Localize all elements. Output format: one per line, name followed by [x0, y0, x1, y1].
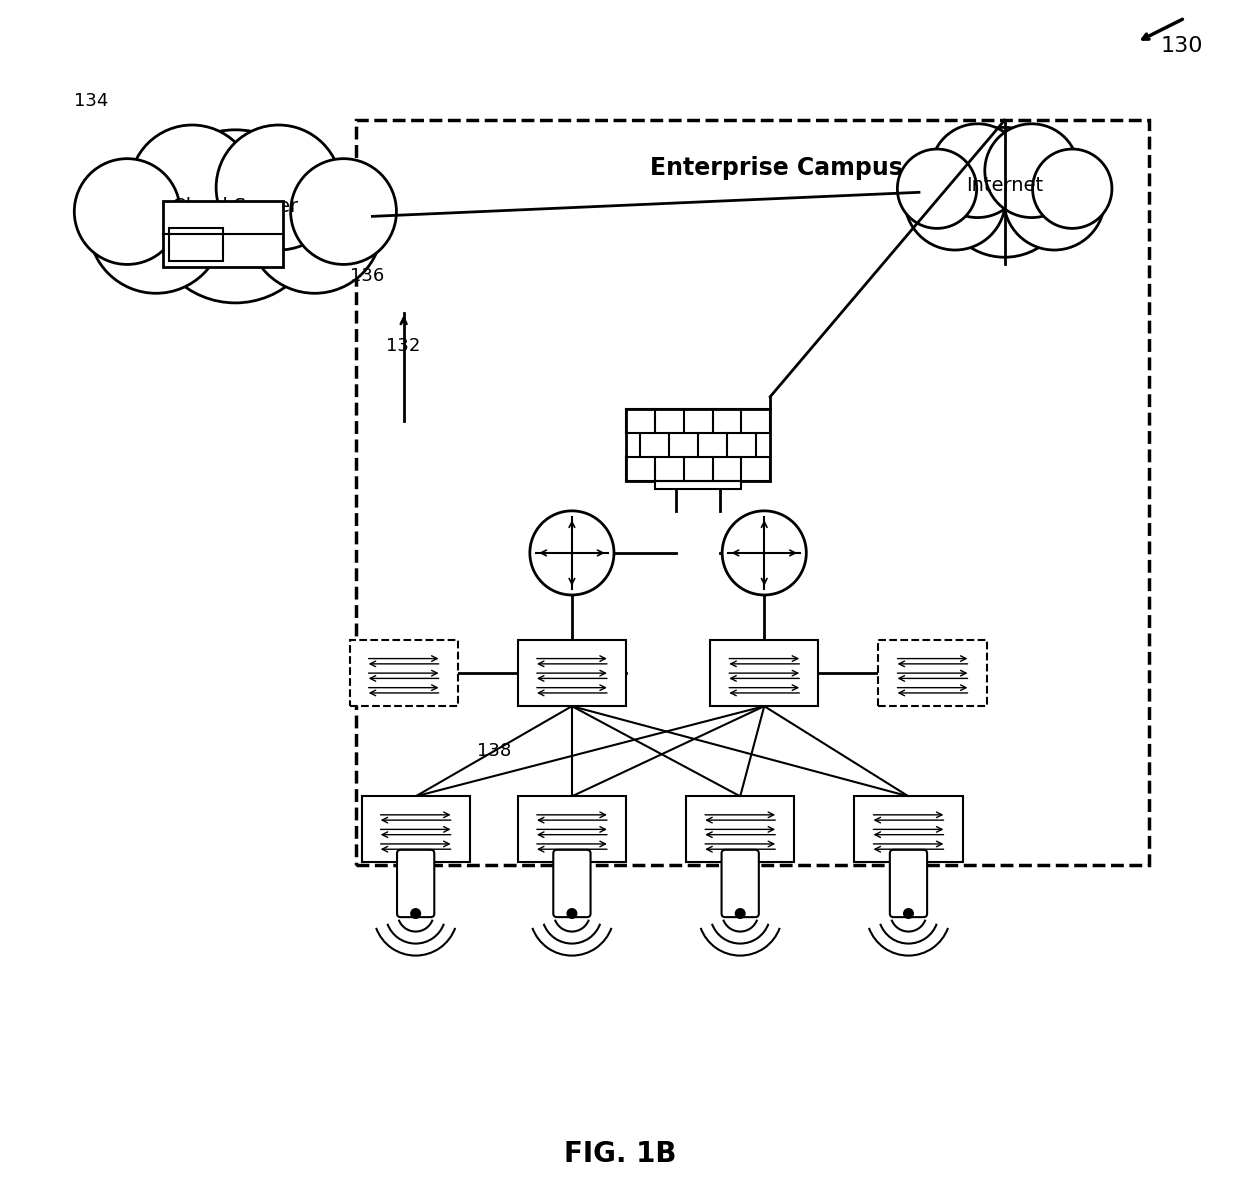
Text: FIG. 1B: FIG. 1B [564, 1139, 676, 1168]
Circle shape [130, 125, 254, 250]
Text: Enterprise Campus: Enterprise Campus [650, 156, 903, 180]
Circle shape [985, 124, 1079, 218]
Circle shape [74, 159, 180, 264]
FancyBboxPatch shape [356, 120, 1149, 865]
Circle shape [410, 909, 420, 918]
Circle shape [216, 125, 341, 250]
Circle shape [904, 909, 914, 918]
Text: 136: 136 [351, 268, 384, 285]
FancyBboxPatch shape [711, 639, 818, 707]
FancyBboxPatch shape [890, 850, 928, 917]
FancyBboxPatch shape [362, 797, 470, 863]
Bar [164, 201, 284, 268]
FancyBboxPatch shape [686, 797, 795, 863]
Text: 134: 134 [74, 93, 108, 109]
Circle shape [904, 149, 1006, 250]
Circle shape [567, 909, 577, 918]
Circle shape [1033, 149, 1112, 228]
FancyBboxPatch shape [553, 850, 590, 917]
Text: Cloud Server: Cloud Server [172, 197, 299, 216]
FancyBboxPatch shape [518, 639, 626, 707]
Circle shape [89, 159, 223, 293]
FancyBboxPatch shape [350, 639, 458, 707]
Circle shape [735, 909, 745, 918]
FancyBboxPatch shape [722, 850, 759, 917]
Circle shape [898, 149, 977, 228]
FancyBboxPatch shape [854, 797, 962, 863]
Text: 138: 138 [476, 743, 511, 760]
Circle shape [290, 159, 397, 264]
Bar [626, 409, 770, 481]
Bar [655, 481, 742, 489]
Circle shape [940, 127, 1070, 257]
Circle shape [722, 511, 806, 595]
Circle shape [1003, 149, 1105, 250]
FancyBboxPatch shape [518, 797, 626, 863]
Text: 132: 132 [386, 337, 420, 355]
Text: Internet: Internet [966, 175, 1043, 195]
Circle shape [247, 159, 382, 293]
Text: 130: 130 [1161, 36, 1203, 56]
FancyBboxPatch shape [878, 639, 987, 707]
Bar [169, 228, 223, 262]
Circle shape [931, 124, 1024, 218]
Circle shape [149, 130, 322, 303]
FancyBboxPatch shape [397, 850, 434, 917]
Circle shape [529, 511, 614, 595]
